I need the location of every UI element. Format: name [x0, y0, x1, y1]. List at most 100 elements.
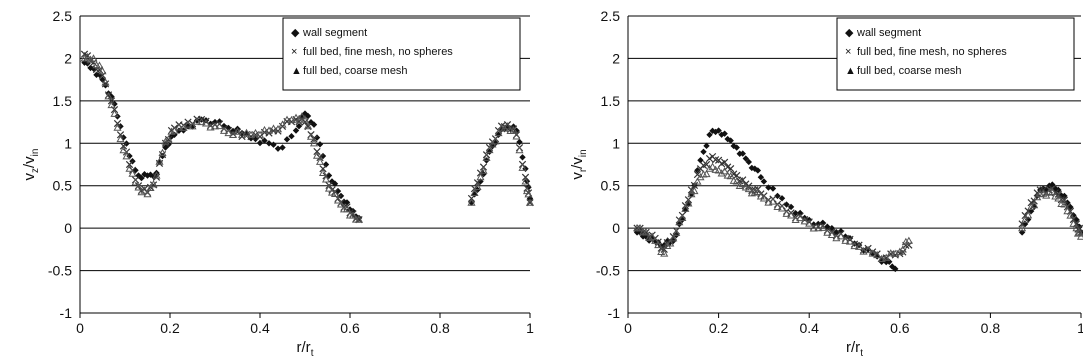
- point-wall-segment: [754, 167, 762, 174]
- legend-entry: full bed, fine mesh, no spheres: [857, 46, 1007, 58]
- point-coarse-mesh: [297, 112, 307, 120]
- point-coarse-mesh: [759, 194, 768, 202]
- point-coarse-mesh: [524, 190, 533, 198]
- legend-marker-icon: ◆: [845, 27, 854, 39]
- point-fine-mesh: [119, 142, 128, 150]
- point-wall-segment: [319, 152, 327, 160]
- point-coarse-mesh: [666, 239, 675, 247]
- point-coarse-mesh: [242, 128, 251, 137]
- point-coarse-mesh: [854, 242, 864, 250]
- point-coarse-mesh: [515, 145, 524, 154]
- point-coarse-mesh: [814, 223, 823, 232]
- chart-vr: -1 -0.5 0 0.5 1 1.5 2 2.5 0 0.2 0.4 0.6 0.8 1 ◆ wall s…: [569, 8, 1083, 359]
- x-tick-label: 0: [76, 320, 84, 336]
- point-coarse-mesh: [309, 139, 319, 147]
- y-tick-label: -1: [60, 305, 73, 321]
- point-coarse-mesh: [174, 123, 184, 131]
- y-axis-label: vr/vin: [569, 149, 589, 179]
- x-tick-label: 0.8: [981, 320, 1001, 336]
- point-wall-segment: [721, 130, 728, 137]
- point-fine-mesh: [733, 171, 741, 180]
- point-coarse-mesh: [868, 249, 877, 257]
- y-tick-label: 0: [612, 220, 620, 236]
- y-axis-label: vz/vin: [21, 149, 41, 181]
- point-wall-segment: [774, 192, 781, 200]
- point-coarse-mesh: [1024, 211, 1033, 219]
- point-coarse-mesh: [473, 182, 482, 191]
- legend-marker-icon: ◆: [291, 27, 300, 39]
- point-coarse-mesh: [669, 234, 678, 242]
- point-wall-segment: [792, 209, 799, 217]
- point-wall-segment: [193, 117, 201, 124]
- point-wall-segment: [189, 123, 196, 130]
- legend-marker-icon: ×: [291, 46, 297, 58]
- point-coarse-mesh: [125, 164, 134, 172]
- point-fine-mesh: [727, 164, 735, 173]
- point-wall-segment: [144, 172, 151, 179]
- legend-entry: wall segment: [856, 27, 921, 39]
- point-coarse-mesh: [768, 197, 778, 205]
- point-fine-mesh: [113, 119, 122, 128]
- x-tick-label: 0.6: [340, 320, 360, 336]
- point-coarse-mesh: [805, 219, 814, 227]
- point-coarse-mesh: [675, 217, 684, 226]
- point-coarse-mesh: [1021, 215, 1030, 223]
- point-wall-segment: [1043, 186, 1050, 193]
- point-coarse-mesh: [850, 241, 859, 250]
- point-wall-segment: [733, 144, 740, 151]
- point-coarse-mesh: [747, 189, 756, 197]
- point-wall-segment: [765, 184, 772, 191]
- point-coarse-mesh: [104, 92, 113, 100]
- point-wall-segment: [715, 127, 722, 134]
- point-coarse-mesh: [155, 157, 164, 165]
- point-coarse-mesh: [636, 224, 645, 232]
- point-wall-segment: [824, 223, 831, 230]
- point-coarse-mesh: [215, 121, 224, 130]
- point-coarse-mesh: [512, 132, 521, 140]
- point-coarse-mesh: [315, 157, 325, 165]
- point-wall-segment: [724, 135, 731, 143]
- point-coarse-mesh: [1048, 187, 1057, 195]
- point-wall-segment: [842, 233, 849, 240]
- point-wall-segment: [727, 137, 734, 144]
- point-coarse-mesh: [764, 198, 773, 206]
- x-tick-label: 1: [526, 320, 534, 336]
- point-wall-segment: [757, 174, 765, 181]
- point-coarse-mesh: [717, 169, 726, 177]
- y-tick-label: 2: [64, 50, 72, 66]
- point-coarse-mesh: [904, 236, 913, 244]
- point-coarse-mesh: [476, 172, 485, 181]
- point-coarse-mesh: [89, 54, 98, 62]
- axes: [79, 16, 531, 318]
- point-fine-mesh: [690, 181, 699, 190]
- point-coarse-mesh: [773, 202, 782, 210]
- point-wall-segment: [304, 112, 312, 120]
- point-coarse-mesh: [1018, 223, 1027, 232]
- point-coarse-mesh: [678, 213, 687, 222]
- point-coarse-mesh: [705, 164, 714, 172]
- point-wall-segment: [279, 144, 286, 151]
- point-fine-mesh: [1018, 220, 1026, 228]
- point-coarse-mesh: [224, 128, 233, 137]
- point-wall-segment: [1061, 192, 1068, 200]
- point-coarse-mesh: [113, 123, 122, 131]
- point-coarse-mesh: [95, 61, 104, 69]
- point-wall-segment: [126, 152, 133, 160]
- point-wall-segment: [697, 157, 704, 164]
- point-coarse-mesh: [735, 181, 744, 190]
- point-wall-segment: [703, 142, 710, 150]
- point-wall-segment: [742, 155, 749, 162]
- point-coarse-mesh: [521, 177, 530, 185]
- point-coarse-mesh: [197, 117, 206, 126]
- point-coarse-mesh: [192, 117, 202, 125]
- point-wall-segment: [468, 199, 475, 206]
- point-wall-segment: [1024, 216, 1032, 223]
- point-coarse-mesh: [777, 204, 787, 212]
- y-tick-label: -1: [608, 305, 621, 321]
- point-coarse-mesh: [86, 55, 95, 63]
- legend-entry: full bed, coarse mesh: [303, 65, 408, 77]
- point-wall-segment: [519, 154, 526, 161]
- point-coarse-mesh: [494, 128, 503, 137]
- legend-box: [282, 17, 521, 91]
